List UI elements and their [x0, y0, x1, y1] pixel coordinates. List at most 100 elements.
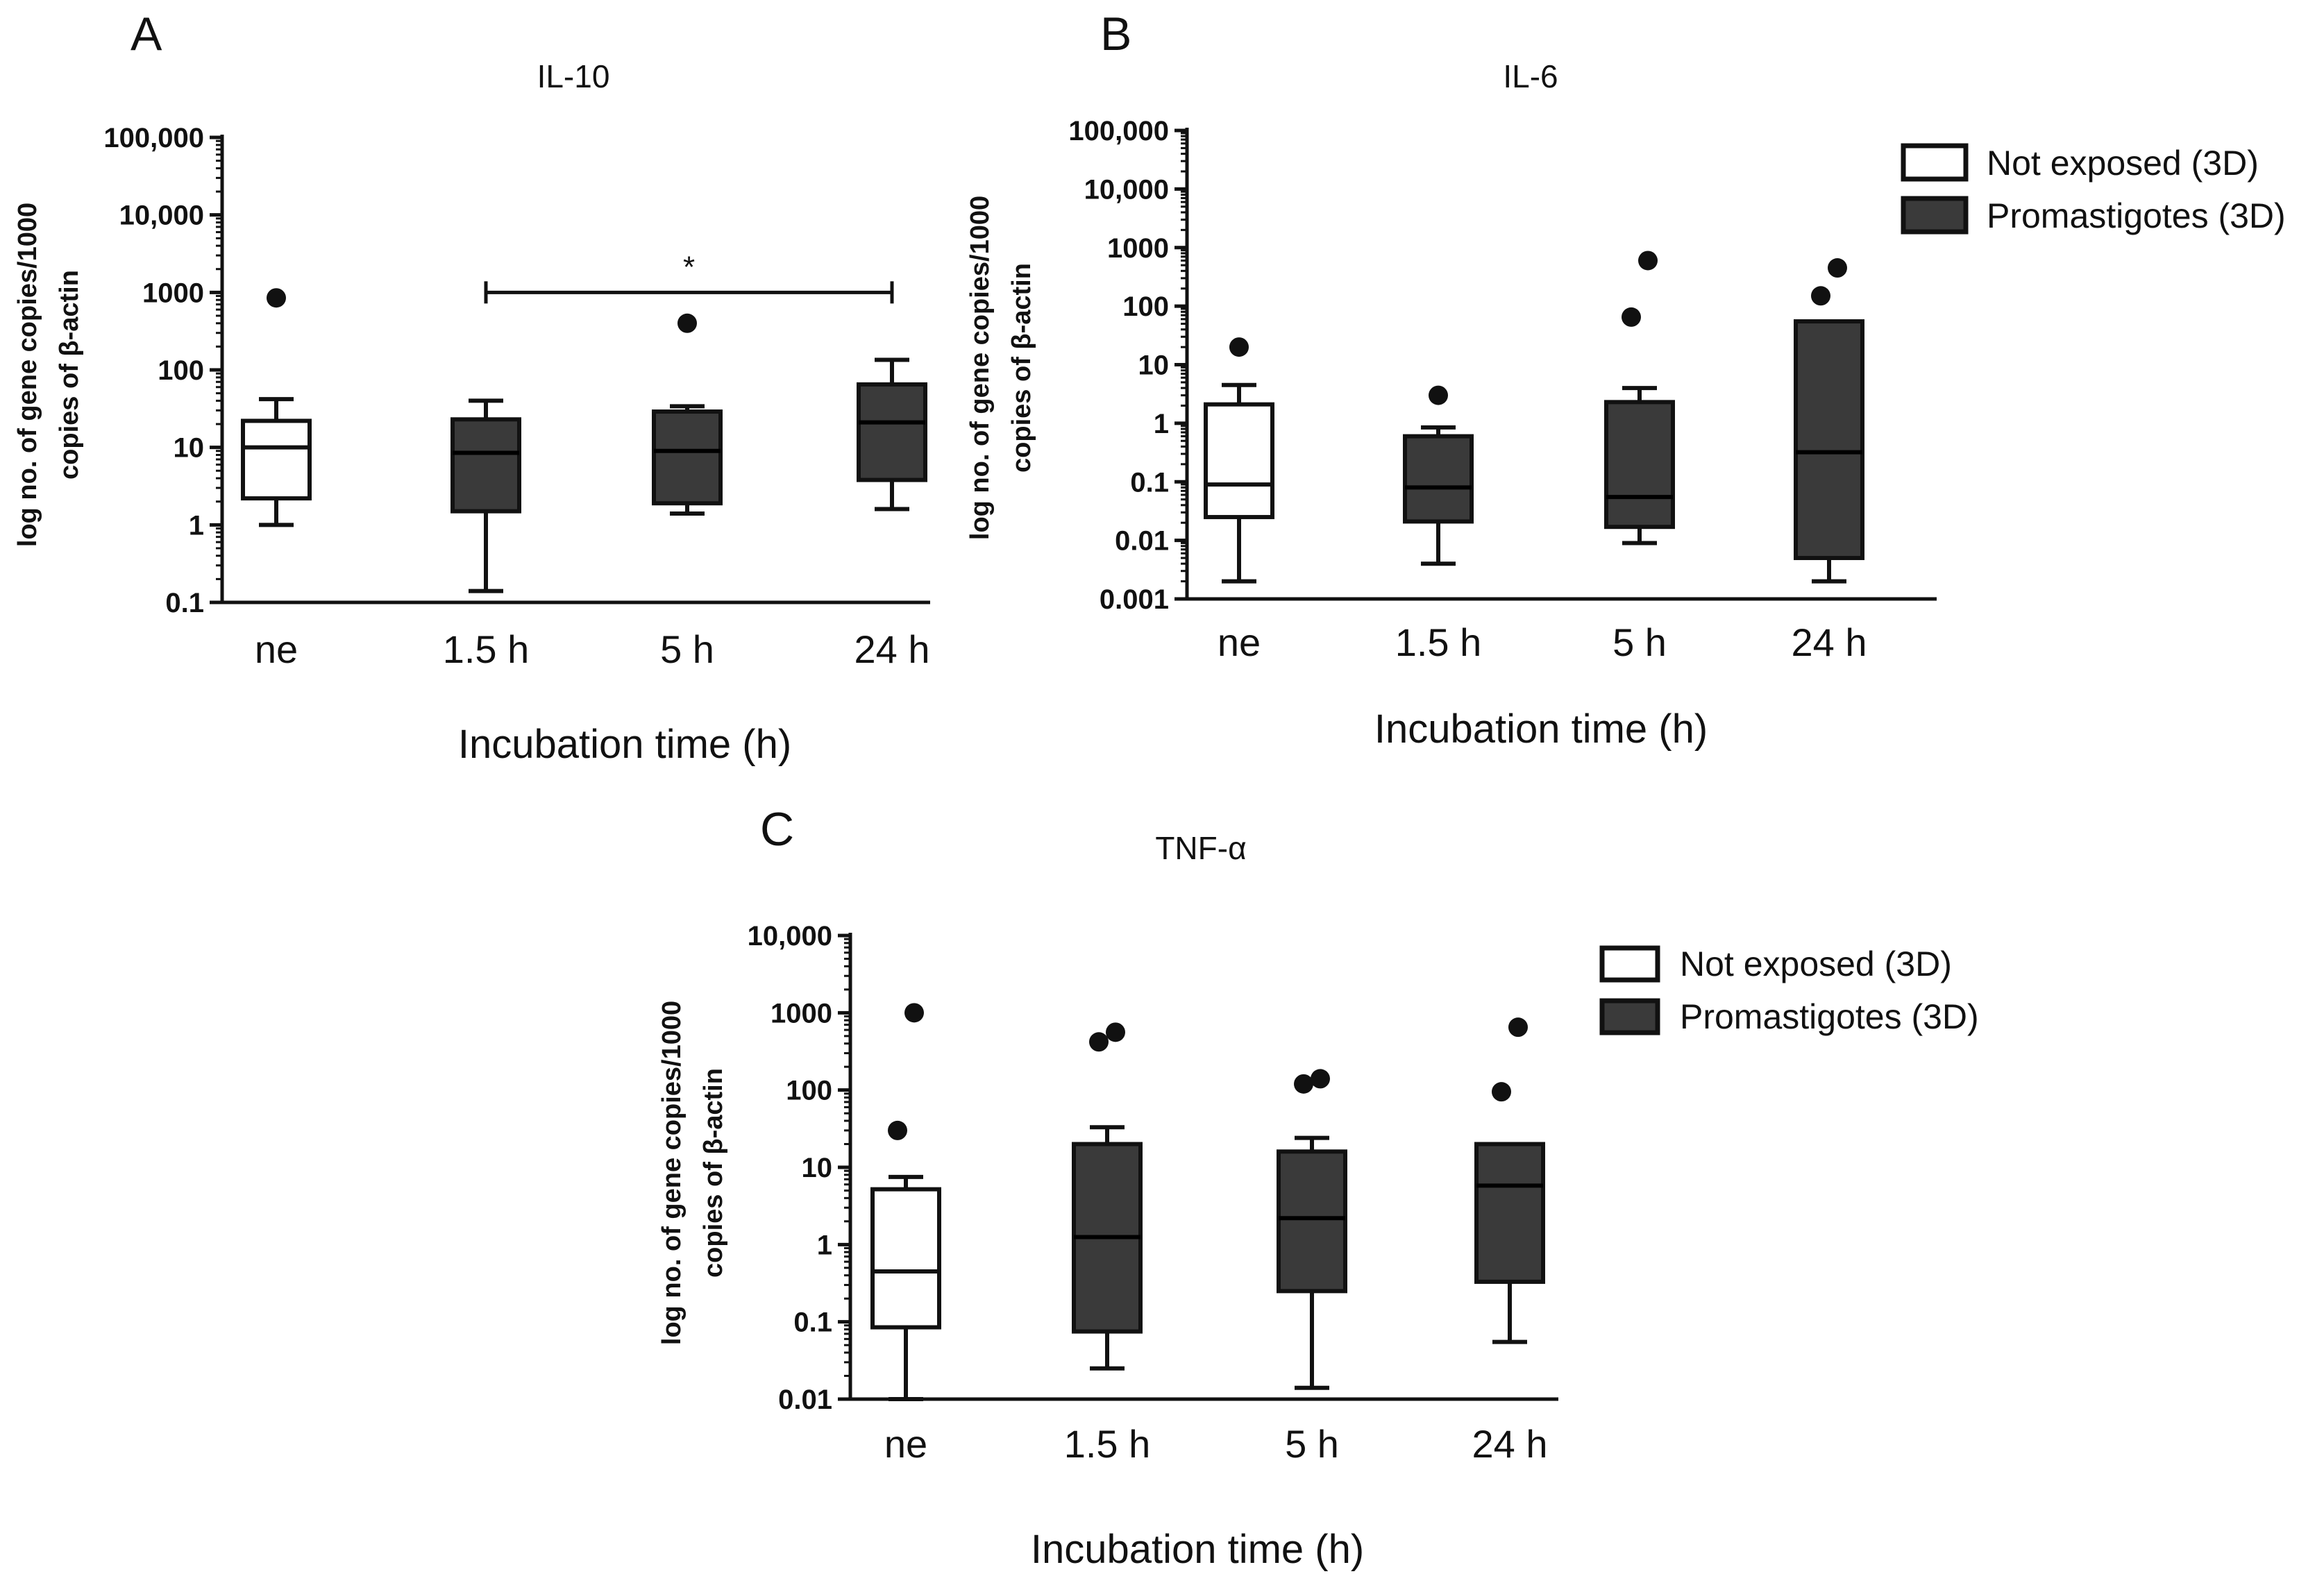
panel-letter: A	[130, 8, 162, 60]
panel-title: TNF-α	[1155, 830, 1246, 866]
box-plot-5h	[1277, 1069, 1347, 1390]
y-axis-label-line2: copies of β-actin	[1007, 263, 1036, 473]
legend-label-promastigotes: Promastigotes (3D)	[1680, 997, 1979, 1036]
box-iqr	[1403, 434, 1474, 524]
outlier-point	[1229, 337, 1249, 357]
y-tick-label: 10	[1138, 350, 1170, 381]
outlier-point	[1106, 1022, 1125, 1042]
box-iqr	[652, 409, 723, 506]
y-tick-label: 1	[1154, 409, 1169, 439]
y-axis-label-line2: copies of β-actin	[699, 1068, 728, 1278]
x-tick-label: 5 h	[1613, 620, 1667, 664]
box-iqr	[241, 418, 312, 501]
y-tick-label: 0.001	[1100, 584, 1169, 615]
x-tick-label: 5 h	[660, 627, 714, 671]
y-tick-label: 100	[786, 1076, 832, 1106]
box-plot-1_5h	[451, 398, 521, 593]
x-tick-label: 1.5 h	[443, 627, 530, 671]
box-plot-1_5h	[1072, 1022, 1143, 1371]
panel-c: C TNF-α log no. of gene copies/1000 copi…	[657, 803, 1979, 1572]
box-plot-ne	[870, 1003, 941, 1401]
y-tick-label: 100	[158, 355, 204, 386]
x-tick-label: 24 h	[1792, 620, 1867, 664]
y-tick-label: 1	[817, 1230, 832, 1260]
x-axis-label: Incubation time (h)	[1374, 706, 1708, 752]
box-plot-24h	[1794, 258, 1864, 584]
box-plot-ne	[241, 288, 312, 527]
plot-area: *	[241, 250, 927, 593]
box-plot-5h	[652, 313, 723, 516]
y-tick-label: 0.01	[1115, 526, 1169, 557]
box-iqr	[1794, 319, 1864, 561]
box-plot-24h	[857, 357, 927, 511]
box-iqr	[1474, 1142, 1545, 1284]
outlier-point	[1294, 1074, 1313, 1094]
outlier-point	[1429, 385, 1448, 405]
legend-swatch-promastigotes	[1599, 998, 1660, 1035]
outlier-point	[1622, 307, 1641, 327]
y-tick-label: 10,000	[748, 921, 832, 951]
y-tick-label: 10	[802, 1153, 833, 1183]
y-tick-label: 0.1	[1130, 467, 1169, 498]
significance-bracket: *	[484, 250, 894, 304]
y-tick-label: 10	[174, 433, 205, 464]
y-ticks: 0.001 0.01 0.1 1 10 100 1000 10,000 100,000 ne 1.5…	[1068, 116, 1937, 664]
outlier-point	[267, 288, 286, 308]
y-tick-label: 1000	[771, 998, 832, 1029]
plot-area	[870, 1003, 1545, 1401]
outlier-point	[1311, 1069, 1330, 1089]
x-axis-label: Incubation time (h)	[458, 722, 791, 767]
legend-swatch-promastigotes	[1901, 196, 1969, 235]
y-tick-label: 10,000	[1084, 174, 1169, 205]
outlier-point	[904, 1003, 924, 1023]
y-tick-label: 1000	[142, 278, 204, 308]
panel-title: IL-10	[537, 58, 610, 94]
significance-label: *	[683, 250, 695, 284]
y-tick-label: 10,000	[119, 201, 204, 231]
box-iqr	[1277, 1149, 1347, 1294]
y-axis-label-line1: log no. of gene copies/1000	[966, 196, 995, 540]
legend: Not exposed (3D) Promastigotes (3D)	[1599, 945, 1979, 1036]
legend-label-not-exposed: Not exposed (3D)	[1680, 945, 1952, 983]
legend-label-promastigotes: Promastigotes (3D)	[1987, 196, 2286, 235]
x-tick-label: 1.5 h	[1395, 620, 1482, 664]
box-plot-5h	[1604, 251, 1675, 545]
y-tick-label: 100,000	[1068, 116, 1169, 146]
y-axis-label-line1: log no. of gene copies/1000	[657, 1001, 687, 1345]
box-plot-ne	[1204, 337, 1274, 584]
y-ticks: 0.1 1 10 100 1000 10,000 100,000 ne 1.5 h 5 h 24 h	[103, 123, 930, 671]
x-tick-label: ne	[1218, 620, 1261, 664]
plot-area	[1204, 251, 1864, 584]
y-ticks: 0.01 0.1 1 10 100 1000 10,000 ne 1.5 h 5 h 24 h	[748, 921, 1558, 1466]
outlier-point	[888, 1120, 907, 1140]
outlier-point	[1089, 1032, 1109, 1052]
panel-a: A IL-10 log no. of gene copies/1000 copi…	[13, 8, 930, 767]
x-tick-label: 1.5 h	[1064, 1422, 1151, 1466]
box-iqr	[1204, 402, 1274, 520]
x-tick-label: ne	[884, 1422, 927, 1466]
y-tick-label: 100	[1122, 291, 1169, 322]
legend-label-not-exposed: Not exposed (3D)	[1987, 144, 2259, 183]
legend: Not exposed (3D) Promastigotes (3D)	[1901, 143, 2286, 235]
x-tick-label: 5 h	[1285, 1422, 1339, 1466]
legend-swatch-not-exposed	[1901, 143, 1969, 182]
box-plot-1_5h	[1403, 385, 1474, 566]
outlier-point	[1492, 1082, 1511, 1102]
box-iqr	[451, 417, 521, 514]
box-iqr	[857, 382, 927, 482]
y-tick-label: 1000	[1107, 233, 1169, 264]
x-axis-label: Incubation time (h)	[1031, 1527, 1364, 1572]
panel-b: B IL-6 log no. of gene copies/1000 copie…	[966, 8, 2286, 752]
y-axis-label-line1: log no. of gene copies/1000	[13, 203, 42, 547]
x-tick-label: 24 h	[854, 627, 930, 671]
y-tick-label: 0.1	[165, 588, 204, 618]
outlier-point	[677, 313, 697, 333]
y-tick-label: 1	[189, 510, 204, 541]
box-iqr	[1604, 400, 1675, 530]
y-tick-label: 0.01	[778, 1385, 832, 1415]
panel-letter: C	[760, 803, 794, 856]
box-plot-24h	[1474, 1017, 1545, 1344]
outlier-point	[1638, 251, 1658, 271]
x-tick-label: 24 h	[1472, 1422, 1548, 1466]
